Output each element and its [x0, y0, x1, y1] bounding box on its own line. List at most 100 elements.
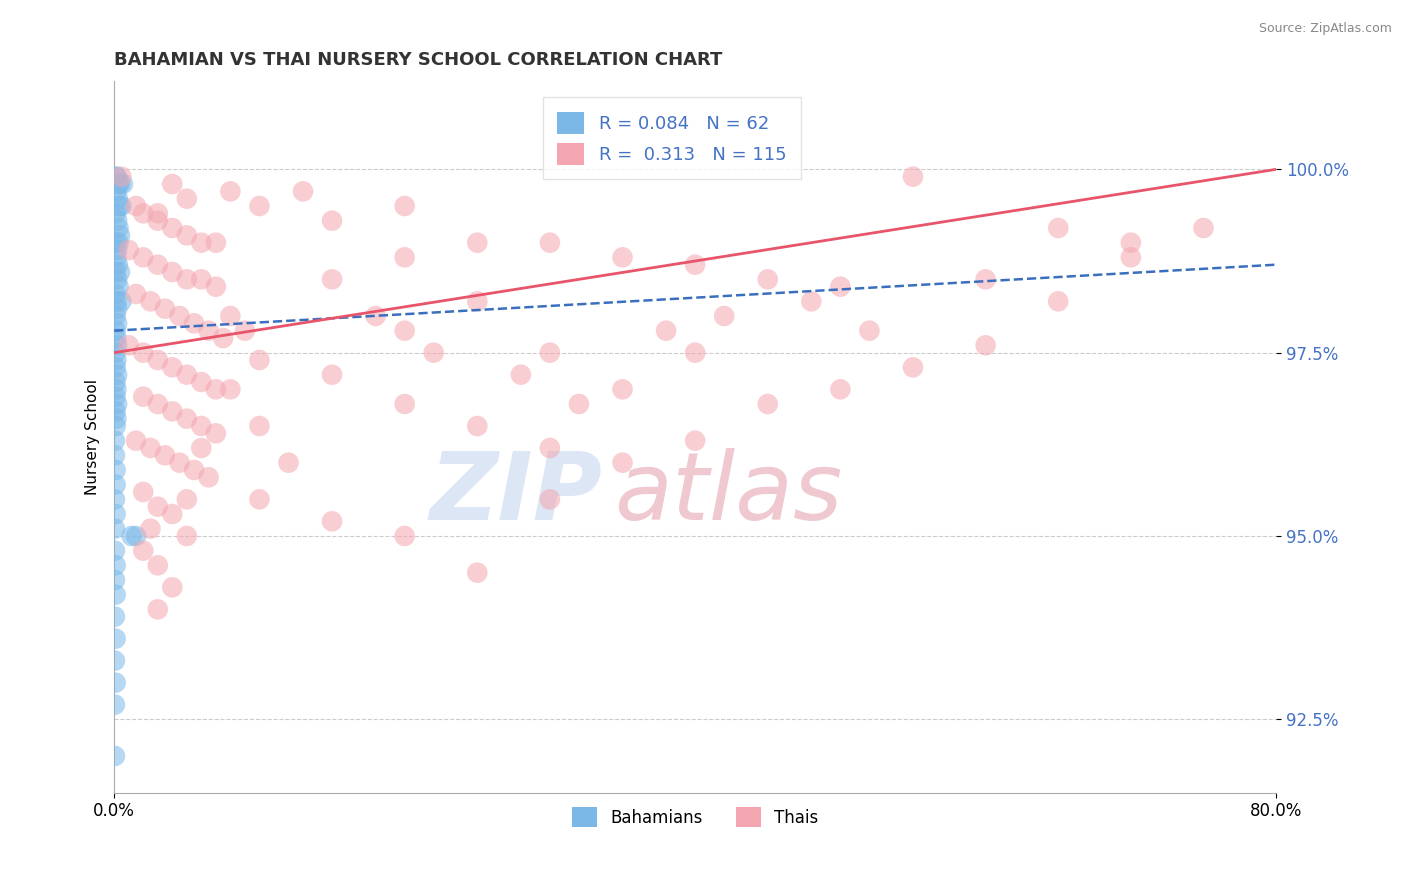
Point	[197, 324, 219, 338]
Point	[219, 382, 242, 396]
Point	[146, 206, 169, 220]
Point	[465, 419, 488, 434]
Point	[104, 345, 127, 359]
Point	[153, 448, 176, 462]
Point	[249, 419, 271, 434]
Point	[277, 456, 299, 470]
Point	[756, 397, 779, 411]
Point	[108, 265, 131, 279]
Point	[110, 199, 132, 213]
Point	[139, 522, 162, 536]
Point	[176, 228, 198, 243]
Point	[107, 221, 129, 235]
Point	[125, 199, 148, 213]
Point	[162, 507, 184, 521]
Point	[321, 368, 343, 382]
Point	[104, 698, 127, 712]
Point	[205, 235, 228, 250]
Point	[146, 353, 169, 368]
Point	[321, 213, 343, 227]
Point	[105, 250, 128, 264]
Point	[118, 243, 141, 257]
Point	[111, 177, 134, 191]
Point	[132, 345, 155, 359]
Point	[104, 287, 127, 301]
Point	[105, 213, 128, 227]
Text: BAHAMIAN VS THAI NURSERY SCHOOL CORRELATION CHART: BAHAMIAN VS THAI NURSERY SCHOOL CORRELAT…	[114, 51, 723, 69]
Point	[162, 360, 184, 375]
Point	[612, 250, 634, 264]
Point	[219, 309, 242, 323]
Point	[108, 228, 131, 243]
Point	[901, 169, 924, 184]
Point	[197, 470, 219, 484]
Point	[105, 353, 128, 368]
Point	[830, 382, 852, 396]
Point	[683, 434, 706, 448]
Point	[538, 345, 561, 359]
Point	[538, 235, 561, 250]
Point	[108, 177, 131, 191]
Point	[162, 580, 184, 594]
Point	[105, 316, 128, 330]
Point	[104, 632, 127, 646]
Point	[830, 279, 852, 293]
Point	[756, 272, 779, 286]
Point	[105, 338, 128, 352]
Point	[800, 294, 823, 309]
Point	[132, 390, 155, 404]
Point	[107, 177, 129, 191]
Point	[683, 258, 706, 272]
Point	[104, 324, 127, 338]
Point	[104, 265, 127, 279]
Point	[176, 411, 198, 425]
Point	[394, 529, 416, 543]
Point	[183, 463, 205, 477]
Point	[105, 243, 128, 257]
Point	[105, 411, 128, 425]
Point	[212, 331, 235, 345]
Point	[509, 368, 531, 382]
Point	[176, 492, 198, 507]
Point	[162, 177, 184, 191]
Text: atlas: atlas	[614, 449, 842, 540]
Point	[104, 558, 127, 573]
Point	[162, 265, 184, 279]
Point	[104, 448, 127, 462]
Point	[169, 309, 191, 323]
Point	[121, 529, 143, 543]
Point	[394, 199, 416, 213]
Point	[132, 206, 155, 220]
Point	[422, 345, 444, 359]
Point	[190, 235, 212, 250]
Point	[125, 287, 148, 301]
Point	[104, 749, 127, 764]
Point	[105, 169, 128, 184]
Point	[612, 456, 634, 470]
Point	[146, 500, 169, 514]
Point	[104, 463, 127, 477]
Point	[104, 375, 127, 389]
Point	[146, 602, 169, 616]
Point	[104, 573, 127, 587]
Point	[132, 543, 155, 558]
Point	[146, 397, 169, 411]
Point	[104, 235, 127, 250]
Point	[105, 368, 128, 382]
Point	[104, 522, 127, 536]
Point	[205, 382, 228, 396]
Point	[901, 360, 924, 375]
Point	[1119, 235, 1142, 250]
Point	[104, 507, 127, 521]
Point	[249, 199, 271, 213]
Point	[1119, 250, 1142, 264]
Point	[292, 185, 315, 199]
Point	[105, 301, 128, 316]
Point	[104, 206, 127, 220]
Point	[105, 397, 128, 411]
Point	[568, 397, 591, 411]
Point	[1192, 221, 1215, 235]
Point	[104, 404, 127, 418]
Point	[176, 368, 198, 382]
Point	[465, 294, 488, 309]
